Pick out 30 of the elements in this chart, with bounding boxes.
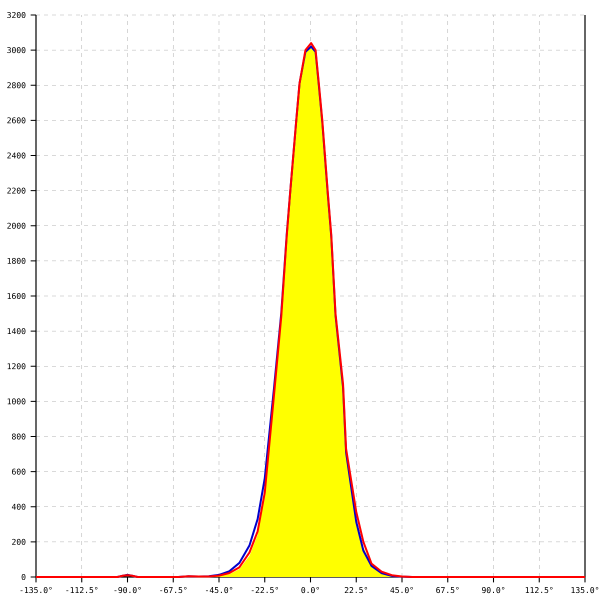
y-tick-label: 2200 xyxy=(7,188,26,194)
y-tick-label: 1600 xyxy=(8,292,26,300)
y-tick-label: 3200 xyxy=(7,12,26,18)
y-tick-label: 1800 xyxy=(8,258,26,264)
y-tick-label: 200 xyxy=(12,538,26,545)
y-tick-label: 0 xyxy=(22,574,26,580)
x-tick-label: -22.5° xyxy=(252,587,278,594)
x-tick-label: 45.0° xyxy=(390,587,413,594)
y-tick-label: 400 xyxy=(12,504,26,510)
x-tick-label: 135.0° xyxy=(572,587,598,594)
x-tick-label: -45.0° xyxy=(206,587,232,594)
x-tick-label: 0.0° xyxy=(301,587,319,594)
y-tick-label: 2800 xyxy=(7,82,26,88)
y-tick-label: 3000 xyxy=(7,47,26,54)
x-tick-label: 67.5° xyxy=(436,587,459,594)
y-tick-label: 2400 xyxy=(7,152,26,159)
x-tick-label: 22.5° xyxy=(344,587,368,594)
x-tick-label: -112.5° xyxy=(66,587,98,594)
y-tick-label: 600 xyxy=(12,468,26,475)
y-tick-label: 800 xyxy=(12,433,26,440)
y-tick-label: 1200 xyxy=(8,363,26,370)
y-tick-label: 1000 xyxy=(8,398,26,404)
y-tick-label: 2000 xyxy=(7,222,26,229)
x-tick-label: -90.0° xyxy=(114,587,141,594)
x-tick-label: -135.0° xyxy=(20,587,52,594)
x-tick-label: 112.5° xyxy=(526,587,553,594)
y-tick-label: 1400 xyxy=(8,328,26,334)
y-tick-label: 2600 xyxy=(7,117,26,124)
x-tick-label: 90.0° xyxy=(482,587,504,594)
x-tick-label: -67.5° xyxy=(160,587,187,594)
